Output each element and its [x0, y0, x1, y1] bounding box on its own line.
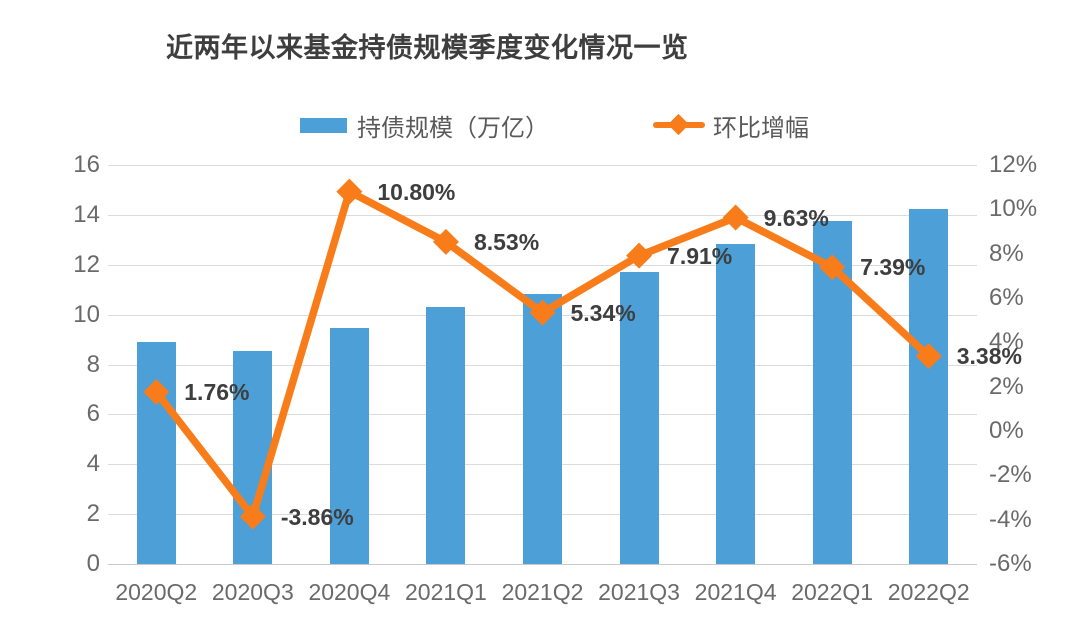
diamond-marker-2022Q2 — [915, 343, 942, 370]
y-right-tick-8%: 8% — [989, 239, 1024, 267]
y-left-tick-12: 12 — [73, 250, 100, 278]
bar-2021Q3 — [619, 272, 659, 564]
diamond-marker-2021Q4 — [722, 204, 749, 231]
diamond-marker-2021Q3 — [626, 242, 653, 269]
y-right-tick-4%: 4% — [989, 328, 1024, 356]
x-tick-2022Q2: 2022Q2 — [887, 579, 970, 605]
diamond-marker-2021Q2 — [529, 299, 556, 326]
y-right-tick-12%: 12% — [989, 151, 1038, 178]
y-left-tick-14: 14 — [73, 200, 100, 228]
y-left-tick-4: 4 — [86, 450, 100, 478]
gridline — [108, 264, 977, 266]
y-left-tick-16: 16 — [73, 151, 100, 178]
diamond-marker-2020Q2 — [143, 378, 170, 405]
x-tick-2022Q1: 2022Q1 — [791, 579, 874, 605]
bar-2020Q4 — [329, 327, 369, 564]
bar-2022Q2 — [909, 209, 949, 564]
x-axis-baseline — [108, 564, 977, 565]
plot-area: 1.76% -3.86% 10.80% 8.53% 5.34% 7.91% 9.63% 7.3… — [108, 165, 1022, 565]
data-label-2020Q3: -3.86% — [280, 503, 354, 530]
x-tick-2021Q1: 2021Q1 — [405, 579, 487, 605]
y-right-tick-10%: 10% — [989, 195, 1038, 223]
legend-item-bond-scale: 持债规模（万亿） — [300, 111, 549, 142]
legend-bar-label: 持债规模（万亿） — [357, 114, 549, 142]
legend-bar-swatch-icon — [300, 117, 347, 133]
bar-2021Q4 — [716, 244, 756, 564]
x-tick-2020Q2: 2020Q2 — [115, 579, 198, 605]
y-left-tick-2: 2 — [86, 500, 100, 528]
x-tick-2020Q4: 2020Q4 — [308, 579, 391, 605]
data-label-2021Q1: 8.53% — [473, 228, 540, 255]
data-label-2021Q3: 7.91% — [667, 242, 733, 269]
diamond-marker-2020Q3 — [239, 503, 266, 530]
data-label-2022Q1: 7.39% — [860, 254, 926, 281]
gridline — [108, 165, 977, 166]
legend-line-diamond-swatch-icon — [653, 111, 705, 139]
line-path — [152, 187, 933, 521]
gridline — [108, 214, 977, 216]
y-right-tick--2%: -2% — [989, 461, 1032, 489]
y-right-tick-0%: 0% — [989, 417, 1024, 444]
legend-line-label: 环比增幅 — [713, 114, 809, 142]
y-right-tick--6%: -6% — [989, 550, 1032, 577]
y-right-tick--4%: -4% — [989, 505, 1032, 533]
diamond-marker-2020Q4 — [336, 178, 363, 205]
x-tick-2021Q4: 2021Q4 — [694, 579, 777, 605]
y-left-tick-8: 8 — [86, 350, 100, 378]
data-label-2021Q2: 5.34% — [570, 299, 636, 326]
bar-2021Q1 — [426, 307, 466, 564]
y-right-tick-6%: 6% — [989, 284, 1024, 311]
data-label-2022Q2: 3.38% — [956, 343, 1022, 370]
x-tick-2021Q3: 2021Q3 — [598, 579, 680, 605]
diamond-marker-2022Q1 — [819, 254, 846, 281]
legend: 持债规模（万亿） 环比增幅 — [0, 111, 1080, 142]
data-label-2020Q4: 10.80% — [377, 178, 456, 205]
data-label-2021Q4: 9.63% — [763, 204, 829, 231]
legend-item-qoq-growth: 环比增幅 — [653, 111, 809, 142]
data-label-2020Q2: 1.76% — [184, 378, 250, 405]
x-tick-2020Q3: 2020Q3 — [211, 579, 294, 605]
qoq-growth-line-series — [143, 178, 942, 530]
diamond-marker-2021Q1 — [432, 228, 459, 255]
x-tick-2021Q2: 2021Q2 — [501, 579, 584, 605]
y-left-tick-0: 0 — [86, 550, 100, 577]
bar-2021Q2 — [523, 293, 562, 564]
y-left-tick-10: 10 — [73, 300, 100, 328]
chart-title: 近两年以来基金持债规模季度变化情况一览 — [166, 33, 689, 63]
y-right-tick-2%: 2% — [989, 372, 1024, 400]
y-left-tick-6: 6 — [86, 400, 100, 428]
